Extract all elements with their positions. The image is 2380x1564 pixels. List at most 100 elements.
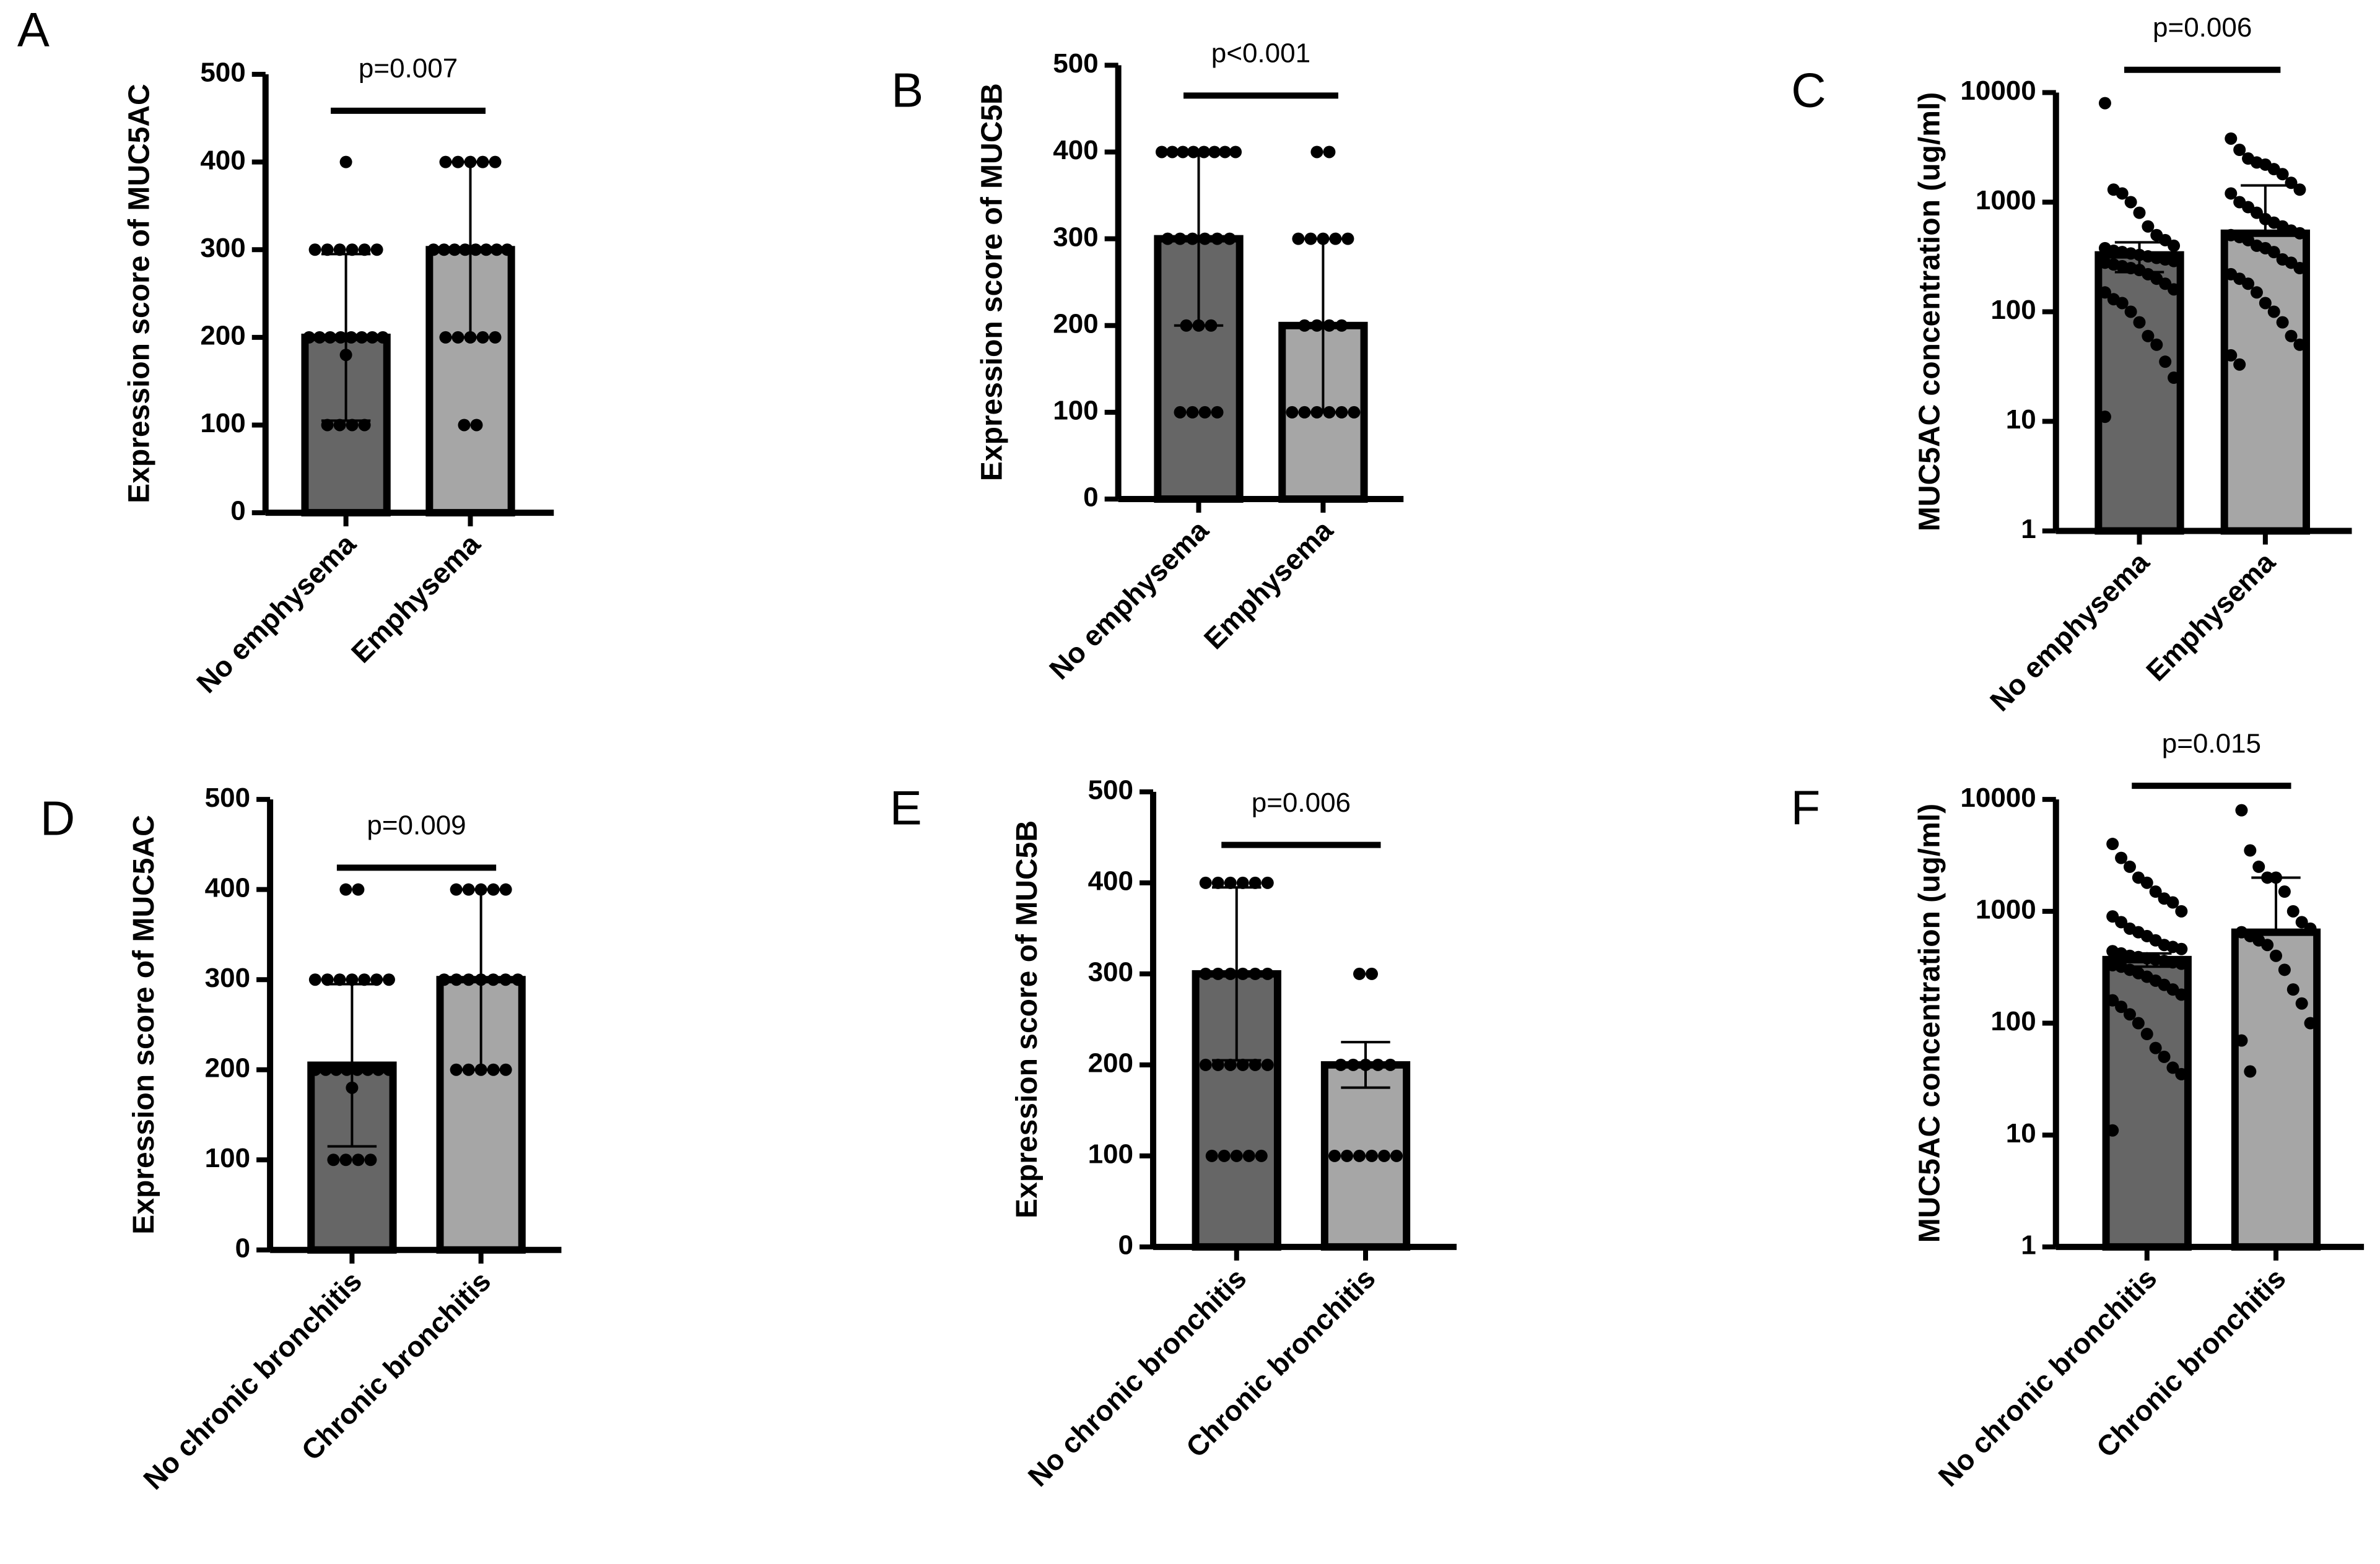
data-point bbox=[1174, 232, 1187, 245]
data-point bbox=[345, 331, 358, 344]
data-point bbox=[1384, 1058, 1397, 1071]
y-tick-label: 200 bbox=[205, 1053, 250, 1083]
data-point bbox=[303, 331, 316, 344]
data-point bbox=[2278, 963, 2291, 976]
data-point bbox=[2140, 876, 2153, 889]
data-point bbox=[1211, 232, 1224, 245]
data-point bbox=[2293, 262, 2306, 275]
data-point bbox=[1236, 967, 1249, 980]
y-axis-label: Expression score of MUC5AC bbox=[123, 84, 156, 503]
data-point bbox=[2149, 1041, 2162, 1054]
p-value: p=0.007 bbox=[359, 53, 458, 84]
data-point bbox=[2166, 1061, 2179, 1074]
data-point bbox=[1224, 967, 1237, 980]
data-point bbox=[1205, 1149, 1218, 1162]
data-point bbox=[2150, 338, 2163, 351]
data-point bbox=[2267, 305, 2280, 318]
y-tick-label: 0 bbox=[230, 496, 245, 526]
data-point bbox=[2124, 196, 2137, 209]
data-point bbox=[2175, 905, 2188, 918]
y-tick-label: 100 bbox=[200, 408, 245, 438]
data-point bbox=[2293, 338, 2306, 351]
data-point bbox=[2159, 355, 2172, 368]
data-point bbox=[499, 883, 512, 896]
data-point bbox=[2286, 905, 2299, 918]
data-point bbox=[1261, 1058, 1274, 1071]
data-point bbox=[2276, 168, 2289, 181]
data-point bbox=[439, 155, 452, 168]
panel-letter: B bbox=[891, 63, 923, 118]
data-point bbox=[448, 243, 461, 256]
data-point bbox=[321, 419, 334, 432]
data-point bbox=[1198, 232, 1211, 245]
data-point bbox=[327, 1153, 340, 1166]
data-point bbox=[1341, 1149, 1353, 1162]
y-tick-label: 0 bbox=[1118, 1230, 1133, 1261]
panel-letter: A bbox=[17, 2, 50, 57]
data-point bbox=[1335, 319, 1348, 332]
data-point bbox=[437, 243, 450, 256]
data-point bbox=[2168, 283, 2181, 296]
data-point bbox=[2225, 187, 2238, 200]
y-tick-label: 0 bbox=[235, 1233, 250, 1263]
data-point bbox=[1236, 876, 1249, 889]
data-point bbox=[1211, 1058, 1224, 1071]
data-point bbox=[2250, 206, 2263, 219]
data-point bbox=[2293, 227, 2306, 240]
y-tick-label: 200 bbox=[200, 321, 245, 351]
data-point bbox=[2168, 254, 2181, 267]
data-point bbox=[1323, 146, 1336, 159]
y-tick-label: 500 bbox=[1088, 775, 1133, 806]
data-point bbox=[361, 1063, 374, 1076]
data-point bbox=[1224, 876, 1237, 889]
y-tick-label: 500 bbox=[1053, 48, 1098, 79]
data-point bbox=[1328, 1149, 1341, 1162]
data-point bbox=[1219, 146, 1232, 159]
data-point bbox=[2098, 97, 2111, 110]
data-point bbox=[480, 243, 493, 256]
data-point bbox=[308, 973, 321, 986]
bar bbox=[2231, 928, 2321, 1251]
data-point bbox=[382, 973, 395, 986]
data-point bbox=[339, 1153, 352, 1166]
y-tick-label: 100 bbox=[1088, 1139, 1133, 1170]
data-point bbox=[1223, 232, 1236, 245]
data-point bbox=[499, 1063, 512, 1076]
p-value: p=0.006 bbox=[2153, 12, 2252, 43]
data-point bbox=[512, 973, 525, 986]
data-point bbox=[2175, 988, 2188, 1001]
data-point bbox=[2106, 1124, 2119, 1137]
data-point bbox=[308, 1063, 321, 1076]
data-point bbox=[2168, 239, 2181, 252]
data-point bbox=[1292, 232, 1305, 245]
y-tick-label: 200 bbox=[1088, 1048, 1133, 1079]
data-point bbox=[382, 1063, 395, 1076]
data-point bbox=[2278, 885, 2291, 898]
data-point bbox=[339, 155, 352, 168]
y-tick-label: 100 bbox=[1053, 396, 1098, 426]
p-value: p=0.006 bbox=[1252, 788, 1351, 818]
data-point bbox=[2276, 316, 2289, 329]
data-point bbox=[1366, 967, 1378, 980]
data-point bbox=[370, 973, 383, 986]
data-point bbox=[1199, 1058, 1212, 1071]
y-tick-label: 400 bbox=[200, 145, 245, 175]
y-tick-label: 400 bbox=[1088, 866, 1133, 897]
data-point bbox=[1353, 1149, 1366, 1162]
panel-letter: D bbox=[40, 791, 75, 846]
data-point bbox=[1161, 232, 1174, 245]
data-point bbox=[450, 883, 463, 896]
data-point bbox=[1186, 232, 1199, 245]
data-point bbox=[352, 1153, 365, 1166]
data-point bbox=[2158, 1050, 2171, 1063]
data-point bbox=[308, 243, 321, 256]
y-tick-label: 10000 bbox=[1960, 783, 2036, 813]
data-point bbox=[1341, 232, 1354, 245]
x-tick-label: No chronic bronchitis bbox=[1022, 1262, 1253, 1493]
data-point bbox=[2124, 305, 2137, 318]
y-tick-label: 1 bbox=[2021, 1230, 2036, 1261]
data-point bbox=[2098, 286, 2111, 299]
y-tick-label: 10000 bbox=[1960, 76, 2036, 106]
data-point bbox=[346, 243, 359, 256]
y-axis-label: MUC5AC concentration (ug/ml) bbox=[1914, 804, 1946, 1243]
